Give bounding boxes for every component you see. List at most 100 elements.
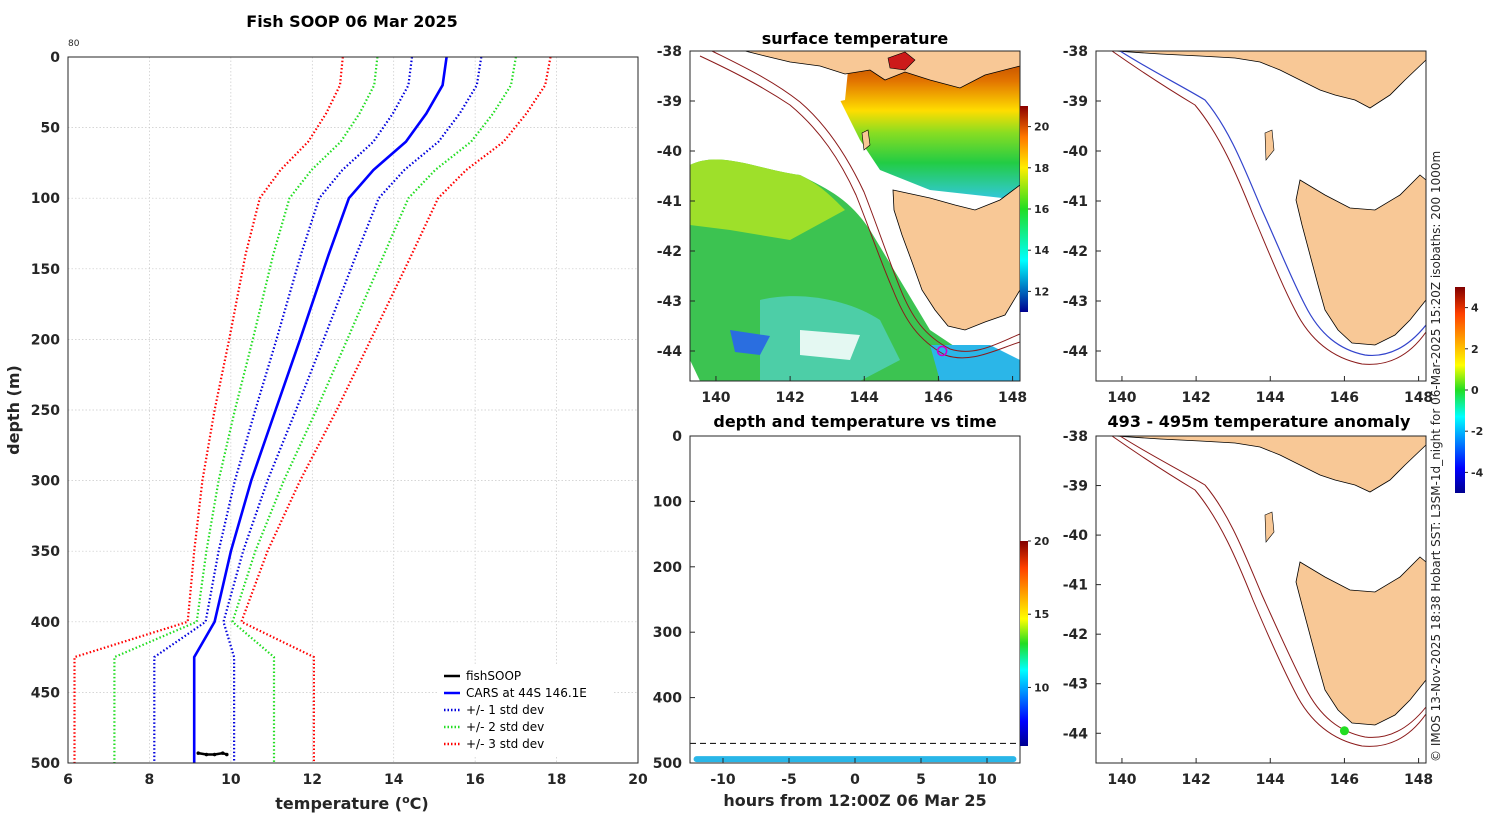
sst-field-blue-patch — [730, 330, 770, 355]
tr-map-y-tick: -40 — [1063, 144, 1089, 160]
legend-label-fishsoop: fishSOOP — [466, 669, 521, 683]
sst-field-west-warm — [690, 159, 845, 240]
tr-map-x-tick: 148 — [1404, 390, 1433, 406]
profile-y-tick: 150 — [31, 262, 60, 278]
sst-map-area — [690, 51, 1020, 381]
time-series-x-tick: 10 — [977, 772, 997, 788]
profile-series — [73, 56, 552, 763]
profile-y-tick: 450 — [31, 685, 60, 701]
sst-map-y-ticks: -38 -39 -40 -41 -42 -43 -44 — [657, 44, 695, 360]
profile-frame — [67, 56, 639, 764]
profile-line-minus-std2 — [113, 56, 379, 763]
br-map-x-ticks: 140 142 144 146 148 — [1107, 758, 1433, 788]
time-series-y-ticks: 0 100 200 300 400 500 — [653, 429, 695, 772]
tr-map-y-tick: -38 — [1063, 44, 1088, 60]
sst-colorbar-tick: 20 — [1034, 121, 1050, 134]
sst-map-x-tick: 140 — [701, 390, 730, 406]
profile-y-tick: 200 — [31, 332, 60, 348]
sst-field-cold-patch — [930, 345, 1020, 381]
tr-map-y-tick: -39 — [1063, 94, 1088, 110]
br-map-y-tick: -42 — [1063, 627, 1088, 643]
time-series-x-ticks: -10 -5 0 5 10 — [710, 758, 997, 788]
time-series-y-tick: 400 — [653, 691, 682, 707]
profile-panel: Fish SOOP 06 Mar 2025 80 6 8 10 12 14 16 18 20 … — [4, 12, 648, 813]
profile-y-tick: 250 — [31, 403, 60, 419]
profile-y-tick: 100 — [31, 191, 60, 207]
profile-x-tick: 18 — [547, 772, 566, 788]
sst-map-y-tick: -42 — [657, 244, 682, 260]
profile-y-ticks: 0 50 100 150 200 250 300 350 400 450 500 — [31, 50, 60, 772]
anomaly-map-area — [1096, 436, 1426, 763]
profile-x-tick: 16 — [465, 772, 484, 788]
sst-map-panel: surface temperature — [657, 29, 1050, 406]
sst-map-y-tick: -40 — [657, 144, 683, 160]
sst-bay-hot — [887, 51, 916, 71]
anomaly-colorbar-tick: -4 — [1471, 466, 1484, 479]
anomaly-colorbar-tick: 4 — [1471, 302, 1479, 315]
profile-x-tick: 14 — [384, 772, 404, 788]
anomaly-point — [1339, 726, 1349, 736]
profile-x-tick: 10 — [221, 772, 241, 788]
sst-map-y-tick: -43 — [657, 294, 682, 310]
profile-y-tick: 500 — [31, 756, 60, 772]
time-series-x-tick: 5 — [916, 772, 926, 788]
profile-y-tick: 350 — [31, 544, 60, 560]
anomaly-colorbar-tick: 0 — [1471, 384, 1479, 397]
tr-map-y-tick: -43 — [1063, 294, 1088, 310]
sst-colorbar-tick: 14 — [1034, 244, 1050, 257]
surface-anomaly-map-panel: 140 142 144 146 148 -38 -39 -40 -41 -42 -43 -44 — [1063, 44, 1433, 406]
anomaly-colorbar-ticks: -4 -2 0 2 4 — [1465, 302, 1484, 479]
profile-y-label: depth (m) — [4, 365, 23, 455]
sst-colorbar — [1020, 106, 1028, 312]
sst-colorbar-tick: 16 — [1034, 203, 1050, 216]
sst-colorbar-ticks: 12 14 16 18 20 — [1028, 121, 1050, 298]
br-isobath-1000 — [1111, 436, 1426, 747]
sst-cloud-north — [690, 51, 850, 110]
br-map-y-tick: -39 — [1063, 479, 1088, 495]
tr-map-y-tick: -42 — [1063, 244, 1088, 260]
tr-map-y-tick: -44 — [1063, 344, 1089, 360]
profile-y-tick: 300 — [31, 474, 60, 490]
sst-map-title: surface temperature — [762, 29, 949, 48]
anomaly-colorbar-tick: 2 — [1471, 343, 1479, 356]
sst-station-marker — [936, 345, 948, 357]
tr-map-frame — [1095, 50, 1427, 382]
time-series-colorbar-ticks: 10 15 20 — [1028, 535, 1050, 694]
br-map-y-tick: -43 — [1063, 677, 1088, 693]
sst-map-x-tick: 142 — [775, 390, 804, 406]
sst-land-tasmania — [892, 184, 1020, 331]
sst-colorbar-tick: 18 — [1034, 162, 1049, 175]
profile-y-tick: 50 — [41, 121, 61, 137]
profile-line-plus-std2 — [231, 56, 517, 763]
profile-y-tick: 0 — [50, 50, 60, 66]
time-series-y-tick: 200 — [653, 560, 682, 576]
br-map-frame — [1095, 435, 1427, 764]
time-series-colorbar-tick: 15 — [1034, 608, 1049, 621]
sst-map-x-ticks: 140 142 144 146 148 — [701, 376, 1027, 406]
profile-x-ticks: 6 8 10 12 14 16 18 20 — [63, 772, 648, 788]
sst-colorbar-tick: 12 — [1034, 285, 1049, 298]
profile-y-tick: 400 — [31, 615, 60, 631]
br-map-x-tick: 146 — [1330, 772, 1359, 788]
time-series-x-label: hours from 12:00Z 06 Mar 25 — [723, 791, 986, 810]
time-series-y-tick: 300 — [653, 625, 682, 641]
legend-label-std1: +/- 1 std dev — [466, 703, 544, 717]
time-series-x-tick: -5 — [781, 772, 797, 788]
br-map-x-tick: 142 — [1181, 772, 1210, 788]
time-series-colorbar — [1020, 541, 1028, 746]
br-map-y-tick: -40 — [1063, 528, 1089, 544]
tr-isobath-1000 — [1111, 51, 1426, 365]
profile-x-tick: 6 — [63, 772, 73, 788]
br-map-x-tick: 144 — [1256, 772, 1285, 788]
surface-anomaly-map-area — [1096, 51, 1426, 381]
br-map-y-tick: -38 — [1063, 429, 1088, 445]
tr-land-mainland — [1114, 51, 1426, 109]
tr-map-y-tick: -41 — [1063, 194, 1088, 210]
profile-x-tick: 12 — [303, 772, 322, 788]
br-map-y-tick: -41 — [1063, 578, 1088, 594]
credit-text: © IMOS 13-Nov-2025 18:38 Hobart SST: L3S… — [1429, 151, 1443, 762]
time-series-colorbar-tick: 10 — [1034, 681, 1050, 694]
tr-map-x-tick: 144 — [1256, 390, 1285, 406]
br-map-y-ticks: -38 -39 -40 -41 -42 -43 -44 — [1063, 429, 1101, 742]
time-series-colorbar-tick: 20 — [1034, 535, 1050, 548]
